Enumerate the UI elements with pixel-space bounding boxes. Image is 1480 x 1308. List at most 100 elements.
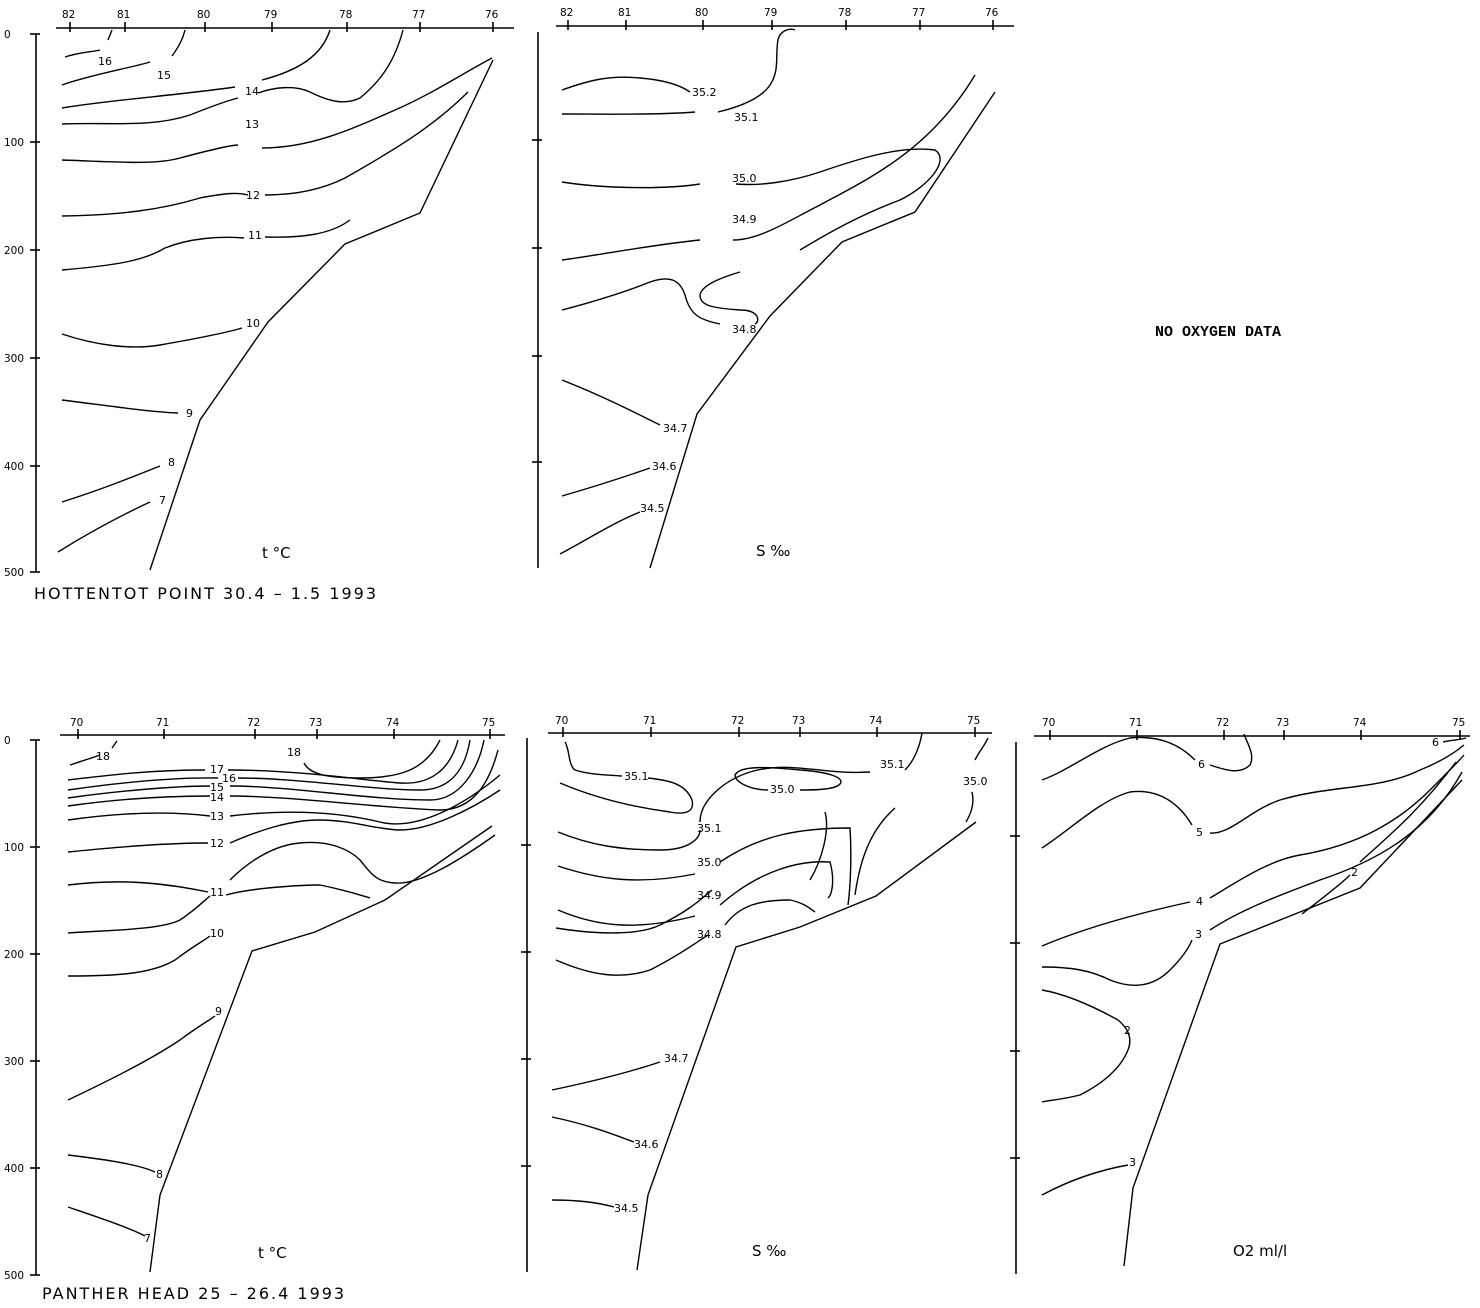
x-tick-label: 71 — [1129, 717, 1142, 729]
y-ticks — [1010, 835, 1020, 1159]
y-tick-label: 100 — [4, 842, 24, 854]
y-ticks — [30, 739, 40, 1276]
contour-label: 8 — [156, 1168, 163, 1181]
isohaline — [557, 829, 701, 851]
y-tick-label: 100 — [4, 137, 24, 149]
isotherm — [61, 29, 331, 109]
isohaline — [559, 511, 641, 555]
section-title-hottentot: HOTTENTOT POINT 30.4 – 1.5 1993 — [34, 584, 379, 603]
isohaline — [557, 827, 852, 906]
isotherm — [61, 29, 404, 125]
contour-label: 2 — [1124, 1024, 1131, 1037]
x-tick-label: 71 — [643, 715, 656, 727]
y-ticks — [532, 139, 542, 463]
x-tick-label: 71 — [156, 717, 169, 729]
x-ticks — [562, 727, 976, 737]
contour-label: 34.7 — [664, 1052, 689, 1065]
isotherm — [67, 935, 211, 977]
x-tick-label: 70 — [555, 715, 568, 727]
x-tick-label: 73 — [309, 717, 322, 729]
isotherm — [67, 1015, 216, 1101]
x-tick-label: 79 — [764, 7, 777, 19]
x-tick-label: 72 — [731, 715, 744, 727]
panther-temperature-panel: 70 71 72 73 74 75 0 100 200 300 400 500 … — [4, 717, 505, 1282]
contour-label: 35.1 — [880, 758, 905, 771]
x-tick-label: 79 — [264, 9, 277, 21]
contour-label: 15 — [157, 69, 171, 82]
contour-label: 35.0 — [963, 775, 988, 788]
seafloor-profile — [649, 91, 996, 569]
isohaline — [561, 467, 651, 497]
contour-label: 34.5 — [614, 1202, 639, 1215]
seafloor-profile — [1123, 779, 1463, 1267]
isotherm — [67, 774, 501, 825]
oxyline — [1041, 989, 1131, 1103]
contour-label: 16 — [98, 55, 112, 68]
isotherm — [61, 465, 161, 503]
contour-label: 12 — [246, 189, 260, 202]
section-title-panther: PANTHER HEAD 25 – 26.4 1993 — [42, 1284, 347, 1303]
x-tick-label: 73 — [1276, 717, 1289, 729]
isohaline — [555, 899, 816, 976]
isohaline — [551, 1061, 661, 1091]
y-tick-label: 300 — [4, 353, 24, 365]
panel-label: S ‰ — [752, 1242, 786, 1260]
y-tick-label: 300 — [4, 1056, 24, 1068]
x-tick-label: 78 — [838, 7, 851, 19]
x-tick-label: 80 — [695, 7, 708, 19]
contour-label: 13 — [210, 810, 224, 823]
contour-label: 35.1 — [624, 770, 649, 783]
panel-label: O2 ml/l — [1233, 1242, 1287, 1260]
x-tick-label: 70 — [1042, 717, 1055, 729]
isotherm — [67, 739, 459, 784]
y-tick-label: 400 — [4, 461, 24, 473]
isotherm — [107, 29, 113, 41]
x-ticks — [77, 729, 491, 739]
isohaline — [551, 1116, 635, 1143]
contour-label: 17 — [210, 763, 224, 776]
isotherm — [64, 49, 101, 58]
isohaline — [555, 807, 896, 934]
contour-label: 34.6 — [652, 460, 677, 473]
contour-label: 34.9 — [697, 889, 722, 902]
contour-label: 34.7 — [663, 422, 688, 435]
y-tick-label: 200 — [4, 949, 24, 961]
x-tick-label: 70 — [70, 717, 83, 729]
contour-label: 6 — [1432, 736, 1439, 749]
seafloor-profile — [636, 821, 977, 1271]
isotherm — [67, 1206, 146, 1237]
panther-oxygen-panel: 70 71 72 73 74 75 6 6 5 4 3 2 2 3 O2 ml/… — [1010, 717, 1470, 1274]
x-tick-label: 72 — [1216, 717, 1229, 729]
contour-label: 18 — [96, 750, 110, 763]
no-oxygen-note: NO OXYGEN DATA — [1155, 324, 1282, 341]
contour-label: 16 — [222, 772, 236, 785]
isotherm — [61, 57, 493, 164]
oxyline — [1041, 754, 1465, 947]
hottentot-salinity-panel: 82 81 80 79 78 77 76 35.2 35.1 35.0 34.9… — [532, 7, 1014, 569]
contour-label: 8 — [168, 456, 175, 469]
panel-label: t °C — [258, 1244, 287, 1262]
isotherm — [67, 749, 499, 811]
contour-label: 15 — [210, 781, 224, 794]
contour-label: 10 — [246, 317, 260, 330]
contour-label: 35.2 — [692, 86, 717, 99]
contour-label: 35.0 — [697, 856, 722, 869]
oxyline — [1041, 733, 1253, 781]
x-tick-label: 74 — [1353, 717, 1367, 729]
contour-label: 11 — [248, 229, 262, 242]
isohaline — [561, 28, 796, 115]
isotherm — [57, 501, 151, 553]
x-tick-label: 75 — [1452, 717, 1465, 729]
x-tick-label: 76 — [485, 9, 499, 21]
y-ticks — [30, 33, 40, 573]
contour-label: 34.8 — [732, 323, 757, 336]
y-tick-label: 500 — [4, 567, 24, 579]
oxyline — [1041, 771, 1463, 986]
y-tick-label: 200 — [4, 245, 24, 257]
contour-label: 9 — [215, 1005, 222, 1018]
isotherm — [67, 884, 371, 934]
contour-label: 9 — [186, 407, 193, 420]
x-tick-label: 82 — [560, 7, 573, 19]
x-tick-label: 80 — [197, 9, 210, 21]
